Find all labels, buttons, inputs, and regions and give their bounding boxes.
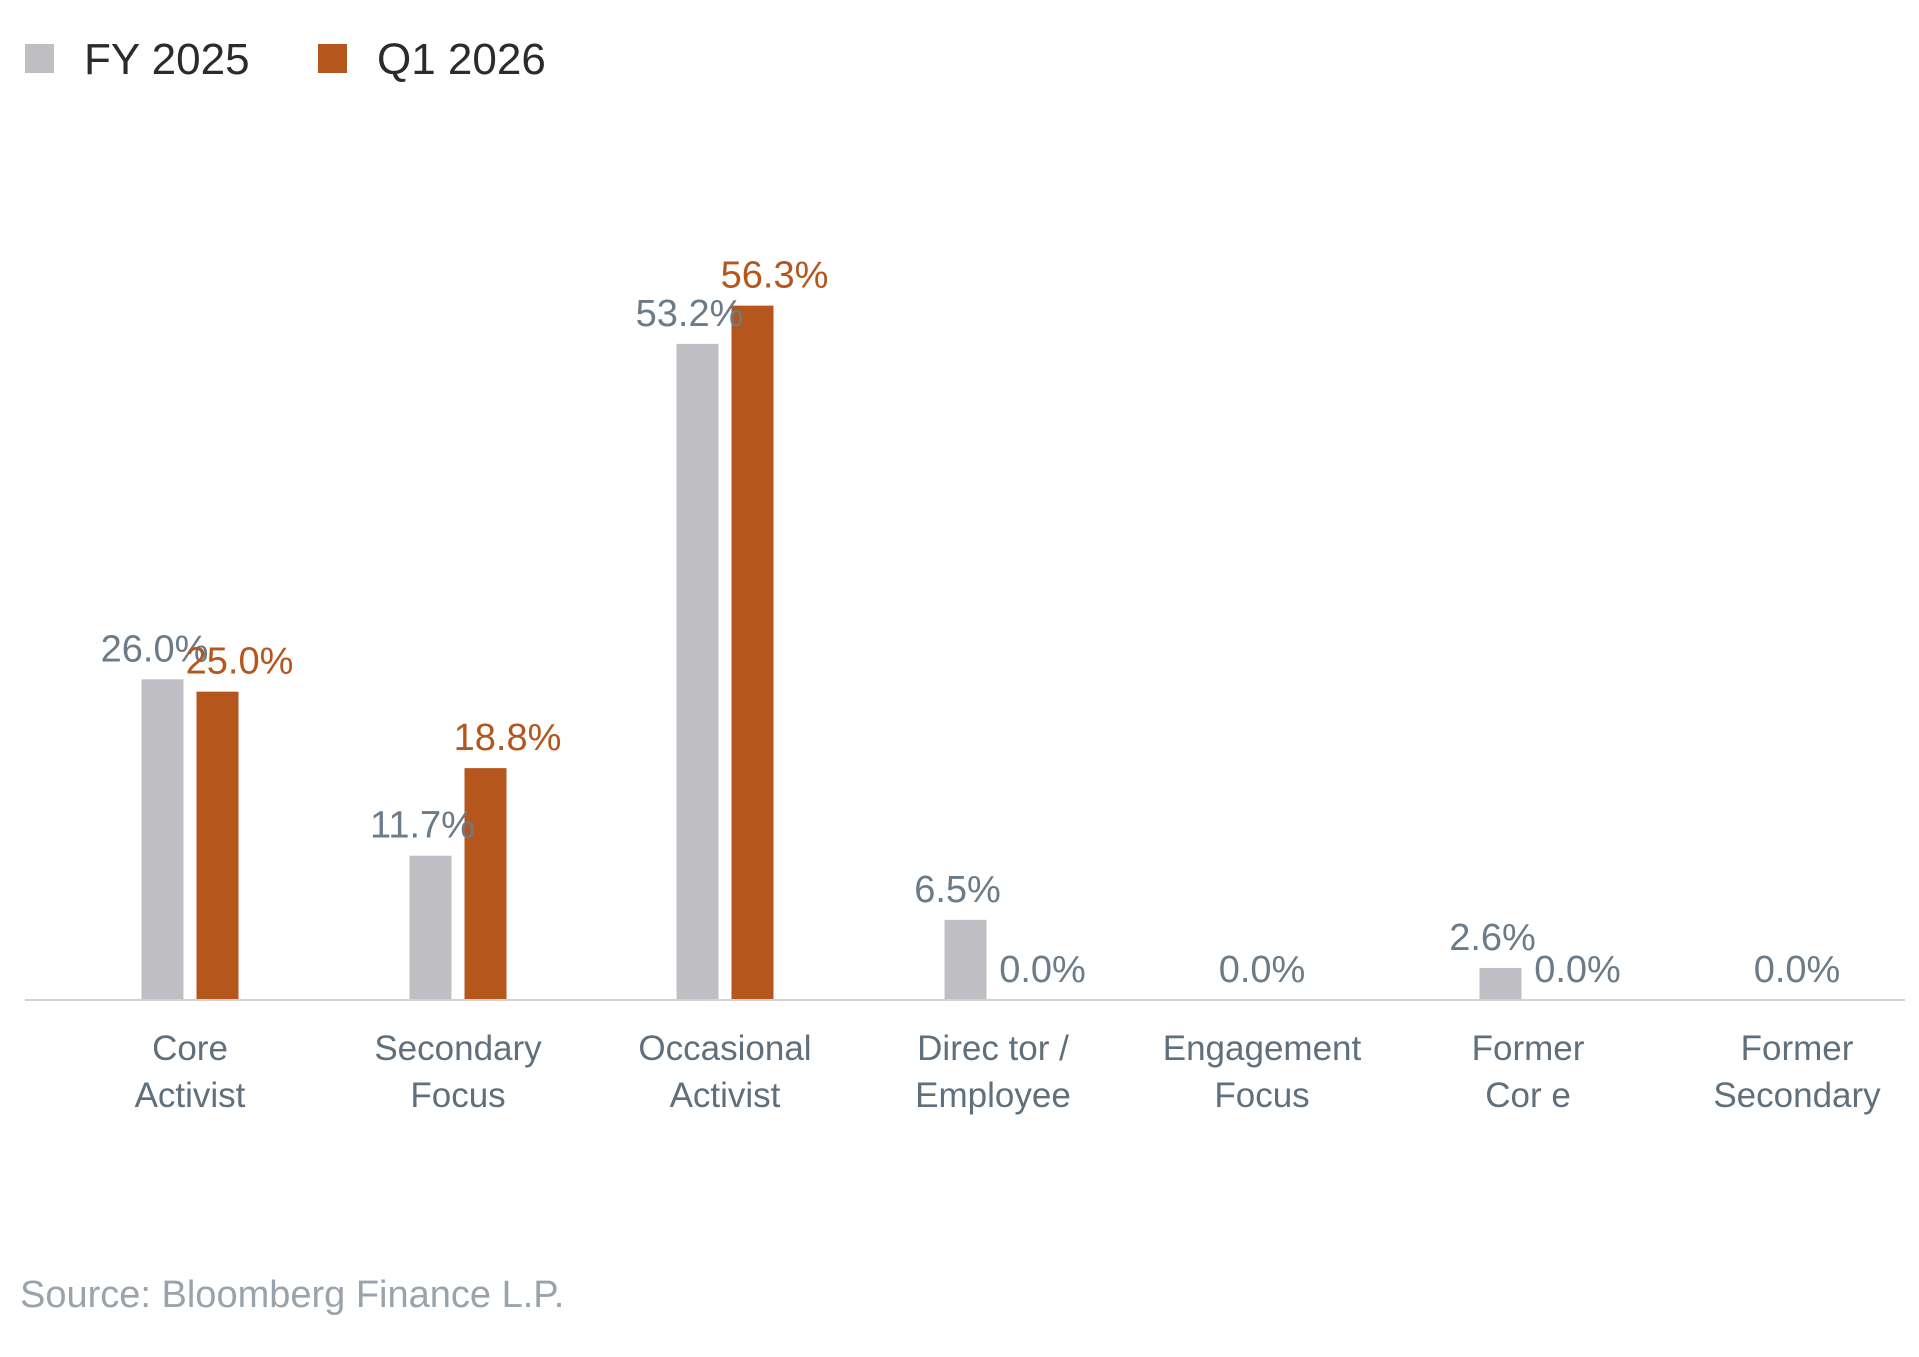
value-labels-group: 26.0%25.0% 11.7% 18.8% 53.2%56.3% 6.5% 0.0% 0.… bbox=[101, 255, 1841, 991]
source-note: Source: Bloomberg Finance L.P. bbox=[20, 1274, 564, 1316]
bar-fy2025-0 bbox=[141, 679, 184, 1000]
value-label-q12026-3: 0.0% bbox=[999, 949, 1086, 991]
value-label-q12026-2: 56.3% bbox=[721, 255, 829, 297]
legend-swatch-0 bbox=[25, 44, 54, 73]
bar-q12026-1 bbox=[464, 768, 507, 1000]
category-label-1: Secondary Focus bbox=[374, 1029, 542, 1115]
legend-swatch-1 bbox=[318, 44, 347, 73]
value-label-q12026-5: 0.0% bbox=[1534, 949, 1621, 991]
legend-label-0: FY 2025 bbox=[84, 35, 250, 84]
value-label-fy2025-2: 53.2% bbox=[636, 293, 744, 335]
value-label-fy2025-0: 26.0% bbox=[101, 628, 209, 670]
bar-fy2025-3 bbox=[944, 919, 987, 1000]
category-label-0: Core Activist bbox=[135, 1029, 246, 1115]
category-label-4: Engagement Focus bbox=[1163, 1029, 1362, 1115]
value-label-q12026-0: 25.0% bbox=[186, 641, 294, 683]
bar-fy2025-2 bbox=[676, 343, 719, 1000]
bar-fy2025-1 bbox=[409, 855, 452, 1000]
legend-label-1: Q1 2026 bbox=[377, 35, 546, 84]
category-label-6: Former Secondary bbox=[1713, 1029, 1881, 1115]
bar-fy2025-5 bbox=[1479, 967, 1522, 1000]
value-label-q12026-4: 0.0% bbox=[1219, 949, 1306, 991]
category-label-5: Former Cor e bbox=[1472, 1029, 1585, 1115]
bar-q12026-2 bbox=[731, 305, 774, 1001]
bars-group bbox=[141, 305, 1522, 1001]
legend: FY 2025 Q1 2026 bbox=[25, 35, 546, 84]
value-label-fy2025-3: 6.5% bbox=[914, 869, 1001, 911]
value-label-q12026-6: 0.0% bbox=[1754, 949, 1841, 991]
category-label-3: Direc tor / Employee bbox=[915, 1029, 1071, 1115]
value-label-fy2025-1: 11.7% bbox=[370, 805, 475, 847]
value-label-q12026-1: 18.8% bbox=[454, 717, 562, 759]
category-label-2: Occasional Activist bbox=[638, 1029, 811, 1115]
category-labels-group: Core Activist Secondary Focus Occasional Acti… bbox=[135, 1029, 1882, 1115]
value-label-fy2025-5: 2.6% bbox=[1449, 917, 1536, 959]
bar-q12026-0 bbox=[196, 691, 239, 1000]
